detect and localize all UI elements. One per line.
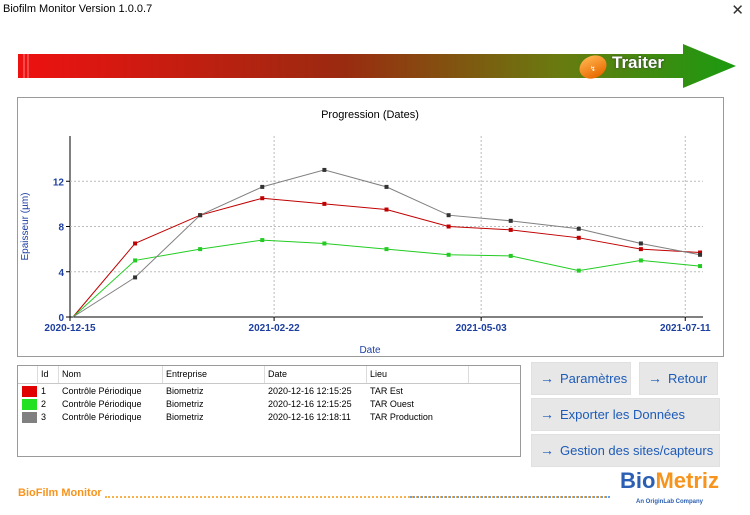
progression-chart: Progression (Dates) 0 4 8 12 2020-12-15 2021-0… [20,109,711,356]
header-lieu: Lieu [367,366,469,383]
footer-divider [105,496,610,498]
cell-nom: Contrôle Périodique [62,399,142,409]
series-line-1 [72,197,701,318]
gestion-button[interactable]: → Gestion des sites/capteurs [531,434,720,467]
cell-entreprise: Biometriz [166,386,204,396]
cell-nom: Contrôle Périodique [62,412,142,422]
x-tick-label: 2021-02-22 [249,323,301,334]
cell-date: 2020-12-16 12:15:25 [268,386,352,396]
parametres-label: Paramètres [560,371,628,386]
data-point [260,184,265,189]
traiter-pill-icon [579,55,607,79]
header-id: Id [38,366,59,383]
cell-date: 2020-12-16 12:15:25 [268,399,352,409]
process-banner: ↯ Traiter [18,42,738,92]
data-point [698,250,703,255]
data-point [260,196,265,201]
table-header: Id Nom Entreprise Date Lieu [18,366,520,384]
data-point [698,252,703,257]
biofilm-monitor-logo: BioFilm Monitor [18,487,102,499]
series-line-3 [72,169,701,318]
data-point [133,258,138,263]
title-bar: Biofilm Monitor Version 1.0.0.7 ✕ [0,0,750,24]
brand-subtitle: An OriginLab Company [636,499,704,505]
x-tick-label: 2020-12-15 [44,323,96,334]
data-point [198,213,203,218]
chart-title: Progression (Dates) [321,109,419,121]
traiter-button[interactable]: Traiter [612,53,664,72]
measurements-table[interactable]: Id Nom Entreprise Date Lieu 1 Contrôle Pé… [17,365,521,457]
arrow-right-icon: → [540,406,554,422]
cell-id: 3 [41,412,47,422]
series-line-2 [72,239,701,318]
data-point [698,264,703,269]
cell-lieu: TAR Production [370,412,433,422]
x-tick-label: 2021-05-03 [456,323,508,334]
data-point [446,252,451,257]
table-row[interactable]: 3 Contrôle Périodique Biometriz 2020-12-16 … [18,411,520,424]
gestion-label: Gestion des sites/capteurs [560,443,714,458]
arrow-right-icon: → [540,370,554,386]
exporter-button[interactable]: → Exporter les Données [531,398,720,431]
x-tick-label: 2021-07-11 [660,323,711,334]
data-point [322,201,327,206]
footer-divider-blue [410,496,610,498]
data-point [384,207,389,212]
window-title: Biofilm Monitor Version 1.0.0.7 [3,3,153,15]
series-color-swatch [22,412,37,423]
data-point [322,167,327,172]
data-point [446,213,451,218]
y-tick-label: 8 [58,223,64,234]
y-tick-label: 4 [58,268,64,279]
header-entreprise: Entreprise [163,366,265,383]
data-point [508,253,513,258]
table-row[interactable]: 1 Contrôle Périodique Biometriz 2020-12-16 … [18,385,520,398]
data-point [576,268,581,273]
data-point [508,218,513,223]
data-point [576,235,581,240]
data-point [638,241,643,246]
y-tick-label: 12 [53,177,65,188]
cell-entreprise: Biometriz [166,412,204,422]
cell-id: 2 [41,399,47,409]
table-row[interactable]: 2 Contrôle Périodique Biometriz 2020-12-16 … [18,398,520,411]
data-point [133,241,138,246]
data-point [576,226,581,231]
retour-label: Retour [668,371,708,386]
data-point [446,224,451,229]
x-axis-label: Date [359,345,381,356]
arrow-right-icon: → [540,442,554,458]
close-icon[interactable]: ✕ [731,2,744,19]
cell-lieu: TAR Ouest [370,399,414,409]
cell-nom: Contrôle Périodique [62,386,142,396]
y-axis-label: Epaisseur (µm) [20,193,31,261]
data-point [322,241,327,246]
cell-id: 1 [41,386,47,396]
retour-button[interactable]: → Retour [639,362,718,395]
header-nom: Nom [59,366,163,383]
parametres-button[interactable]: → Paramètres [531,362,631,395]
header-color-col [18,366,38,383]
header-date: Date [265,366,367,383]
banner-graphic: ↯ [18,44,736,88]
y-tick-label: 0 [58,313,64,324]
data-point [384,184,389,189]
data-point [638,258,643,263]
cell-entreprise: Biometriz [166,399,204,409]
data-point [198,247,203,252]
cell-date: 2020-12-16 12:18:11 [268,412,351,422]
chart-panel: Progression (Dates) 0 4 8 12 2020-12-15 2021-0… [17,97,724,357]
arrow-right-icon: → [648,370,662,386]
series-color-swatch [22,399,37,410]
data-point [384,247,389,252]
data-point [260,238,265,243]
data-point [133,275,138,280]
svg-text:↯: ↯ [590,65,596,73]
biometriz-logo: BioMetriz [620,468,720,493]
series-color-swatch [22,386,37,397]
data-point [508,227,513,232]
data-point [638,247,643,252]
exporter-label: Exporter les Données [560,407,686,422]
cell-lieu: TAR Est [370,386,403,396]
